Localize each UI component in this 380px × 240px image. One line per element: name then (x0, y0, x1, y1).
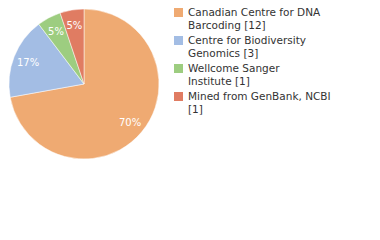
legend-swatch (174, 8, 183, 17)
data-label: 5% (48, 26, 64, 37)
legend: Canadian Centre for DNABarcoding [12] Cen… (174, 6, 331, 115)
legend-label: Canadian Centre for DNABarcoding [12] (188, 6, 321, 31)
legend-label: Mined from GenBank, NCBI[1] (188, 90, 331, 115)
data-label: 70% (119, 117, 141, 128)
data-label: 17% (17, 57, 39, 68)
slices (9, 9, 159, 159)
legend-swatch (174, 36, 183, 45)
legend-label: Wellcome SangerInstitute [1] (188, 62, 280, 87)
data-label: 5% (66, 20, 82, 31)
pie-slice (60, 9, 84, 84)
legend-label: Centre for BiodiversityGenomics [3] (188, 34, 306, 59)
chart: 70% 17% 5%5% Canadian Centre for DNABarcodi… (0, 0, 380, 240)
legend-swatch (174, 64, 183, 73)
data-labels: 70% 17% 5%5% (17, 20, 141, 129)
legend-swatch (174, 92, 183, 101)
